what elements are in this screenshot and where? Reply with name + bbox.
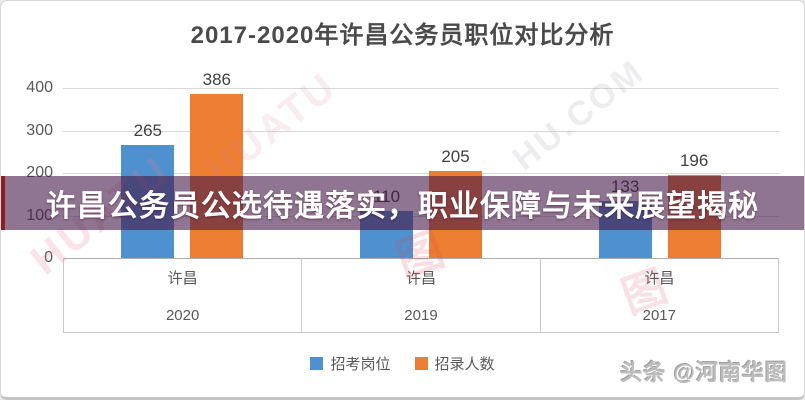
gridline-y-300 [63,130,779,132]
bar-value-label: 265 [133,121,163,141]
y-axis-tick-label: 0 [44,249,53,266]
x-axis-category-box: 许昌 2020 许昌 2019 许昌 2017 [63,258,779,333]
legend-label: 招录人数 [434,356,495,373]
x-axis-year-label: 2019 [404,307,438,324]
gridline-y-200 [63,173,779,174]
x-axis-group-2019: 许昌 2019 [302,258,541,332]
gridline-y-400 [63,88,779,89]
bar-value-label: 196 [679,150,709,170]
x-axis-region-label: 许昌 [405,270,436,287]
legend-label: 招考岗位 [330,356,391,373]
x-axis-group-2020: 许昌 2020 [64,258,303,332]
x-axis-year-label: 2017 [642,307,676,324]
y-axis-tick-label: 400 [26,79,53,96]
bar-value-label: 205 [441,146,470,166]
legend-swatch-icon [310,357,324,370]
plot-area: 0100200300400265386110205133196 [26,70,779,266]
gridline-y-0 [63,258,779,259]
legend-item-招录人数: 招录人数 [414,353,495,374]
chart-title: 2017-2020年许昌公务员职位对比分析 [190,22,615,49]
x-axis-region-label: 许昌 [167,270,198,287]
bar-招录人数-2020 [190,93,244,258]
x-axis-group-2017: 许昌 2017 [541,258,778,332]
source-credit: 头条 @河南华图 [620,360,788,385]
headline-text: 许昌公务员公选待遇落实，职业保障与未来展望揭秘 [46,190,759,223]
banner-left-edge [1,176,5,230]
x-axis-year-label: 2020 [165,307,200,324]
chart-legend: 招考岗位 招录人数 [1,353,804,374]
legend-swatch-icon [414,357,428,370]
legend-item-招考岗位: 招考岗位 [310,353,391,374]
x-axis-region-label: 许昌 [644,270,675,287]
bar-value-label: 386 [202,69,232,89]
headline-overlay-banner: 许昌公务员公选待遇落实，职业保障与未来展望揭秘 [1,176,804,230]
y-axis-tick-label: 300 [26,121,53,139]
